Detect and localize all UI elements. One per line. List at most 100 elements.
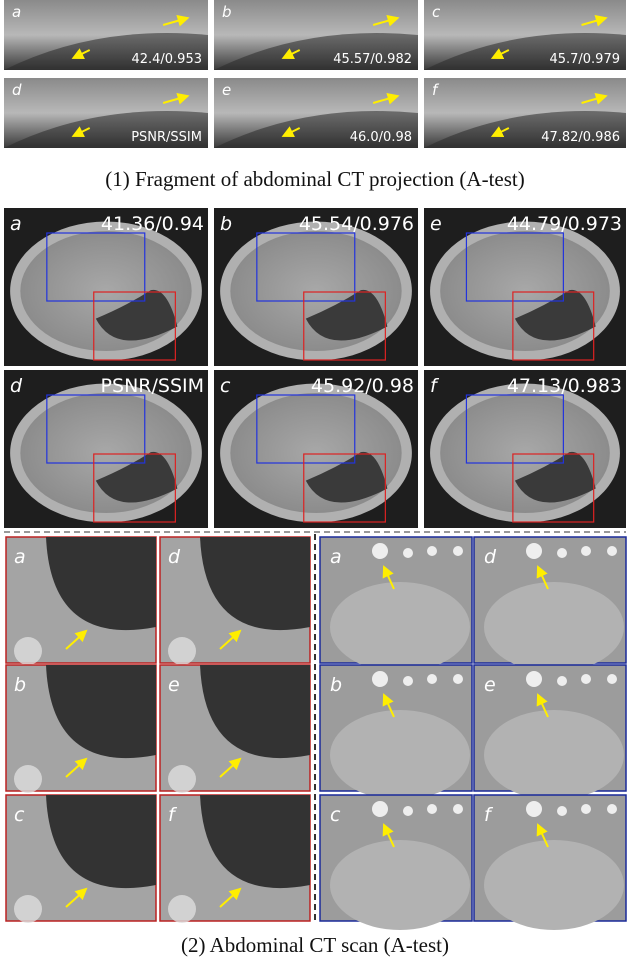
- calcification: [557, 676, 567, 686]
- projection-shadow: [4, 111, 208, 148]
- arrow: [281, 126, 301, 137]
- arrow: [65, 887, 88, 908]
- panel-letter: a: [12, 3, 21, 21]
- calcification: [581, 546, 591, 556]
- calcification: [581, 804, 591, 814]
- vertebra: [168, 895, 196, 923]
- lung: [200, 665, 310, 759]
- arrow: [490, 126, 510, 137]
- body-inner: [440, 392, 610, 514]
- vertebra: [14, 895, 42, 923]
- organ: [330, 710, 470, 800]
- calcification: [427, 674, 437, 684]
- panel-letter: f: [484, 804, 494, 826]
- zoom-box-blue: [465, 394, 564, 464]
- lung: [305, 289, 388, 341]
- arrow: [372, 92, 400, 105]
- panel-letter: a: [14, 546, 26, 568]
- vertebra: [168, 765, 196, 793]
- arrow: [219, 629, 242, 650]
- calcification: [607, 804, 617, 814]
- lung: [200, 537, 310, 631]
- calcification: [557, 806, 567, 816]
- body-inner: [20, 392, 192, 514]
- organ: [484, 710, 624, 800]
- lung: [514, 451, 596, 503]
- lung: [200, 795, 310, 889]
- panel-letter: d: [12, 81, 22, 99]
- lung: [305, 451, 388, 503]
- panel-metric: 42.4/0.953: [131, 52, 202, 67]
- caption: (2) Abdominal CT scan (A-test): [181, 933, 449, 957]
- calcification: [372, 671, 388, 687]
- zoom-box-blue: [256, 394, 356, 464]
- calcification: [607, 674, 617, 684]
- organ: [484, 840, 624, 930]
- panel-metric: 47.82/0.986: [541, 130, 620, 145]
- panel-letter: a: [330, 546, 342, 568]
- projection-shadow: [214, 33, 418, 70]
- arrow: [581, 15, 608, 27]
- calcification: [557, 548, 567, 558]
- calcification: [453, 546, 463, 556]
- calcification: [526, 543, 542, 559]
- zoom-box-blue: [46, 394, 146, 464]
- lung: [46, 665, 156, 759]
- zoom-box-red: [93, 453, 176, 523]
- calcification: [403, 806, 413, 816]
- panel-letter: e: [168, 674, 180, 696]
- zoom-box-red: [512, 291, 595, 361]
- calcification: [526, 671, 542, 687]
- panel-letter: d: [484, 546, 497, 568]
- lung: [46, 795, 156, 889]
- panel-letter: f: [168, 804, 178, 826]
- panel-letter: b: [220, 213, 232, 235]
- arrow: [65, 757, 88, 778]
- panel-letter: c: [330, 804, 341, 826]
- projection-shadow: [424, 111, 626, 148]
- calcification: [581, 674, 591, 684]
- vertebra: [168, 637, 196, 665]
- panel-letter: c: [432, 3, 441, 21]
- panel-metric: PSNR/SSIM: [131, 130, 202, 145]
- panel-metric: 45.7/0.979: [549, 52, 620, 67]
- lung: [514, 289, 596, 341]
- arrow: [162, 92, 190, 105]
- panel-letter: a: [10, 213, 22, 235]
- panel-letter: f: [430, 375, 440, 397]
- panel-letter: b: [330, 674, 342, 696]
- arrow: [372, 14, 400, 27]
- arrow: [162, 14, 190, 27]
- zoom-box-red: [93, 291, 176, 361]
- vertebra: [14, 637, 42, 665]
- panel-letter: e: [222, 81, 231, 99]
- calcification: [372, 801, 388, 817]
- zoom-box-red: [303, 291, 386, 361]
- zoom-box-red: [303, 453, 386, 523]
- panel-metric: PSNR/SSIM: [101, 375, 204, 397]
- panel-letter: e: [484, 674, 496, 696]
- panel-metric: 45.57/0.982: [333, 52, 412, 67]
- arrow: [382, 565, 395, 590]
- arrow: [65, 629, 88, 650]
- zoom-box-blue: [465, 232, 564, 302]
- arrow: [71, 126, 91, 137]
- body-inner: [230, 392, 402, 514]
- panel-metric: 45.92/0.98: [311, 375, 414, 397]
- arrow: [536, 565, 549, 590]
- arrow: [382, 823, 395, 848]
- calcification: [427, 804, 437, 814]
- organ: [484, 582, 624, 672]
- zoom-box-blue: [46, 232, 146, 302]
- arrow: [219, 757, 242, 778]
- calcification: [453, 674, 463, 684]
- panel-letter: b: [222, 3, 232, 21]
- panel-metric: 41.36/0.94: [101, 213, 204, 235]
- calcification: [403, 548, 413, 558]
- calcification: [372, 543, 388, 559]
- calcification: [403, 676, 413, 686]
- arrow: [71, 48, 91, 59]
- arrow: [536, 693, 549, 718]
- arrow: [536, 823, 549, 848]
